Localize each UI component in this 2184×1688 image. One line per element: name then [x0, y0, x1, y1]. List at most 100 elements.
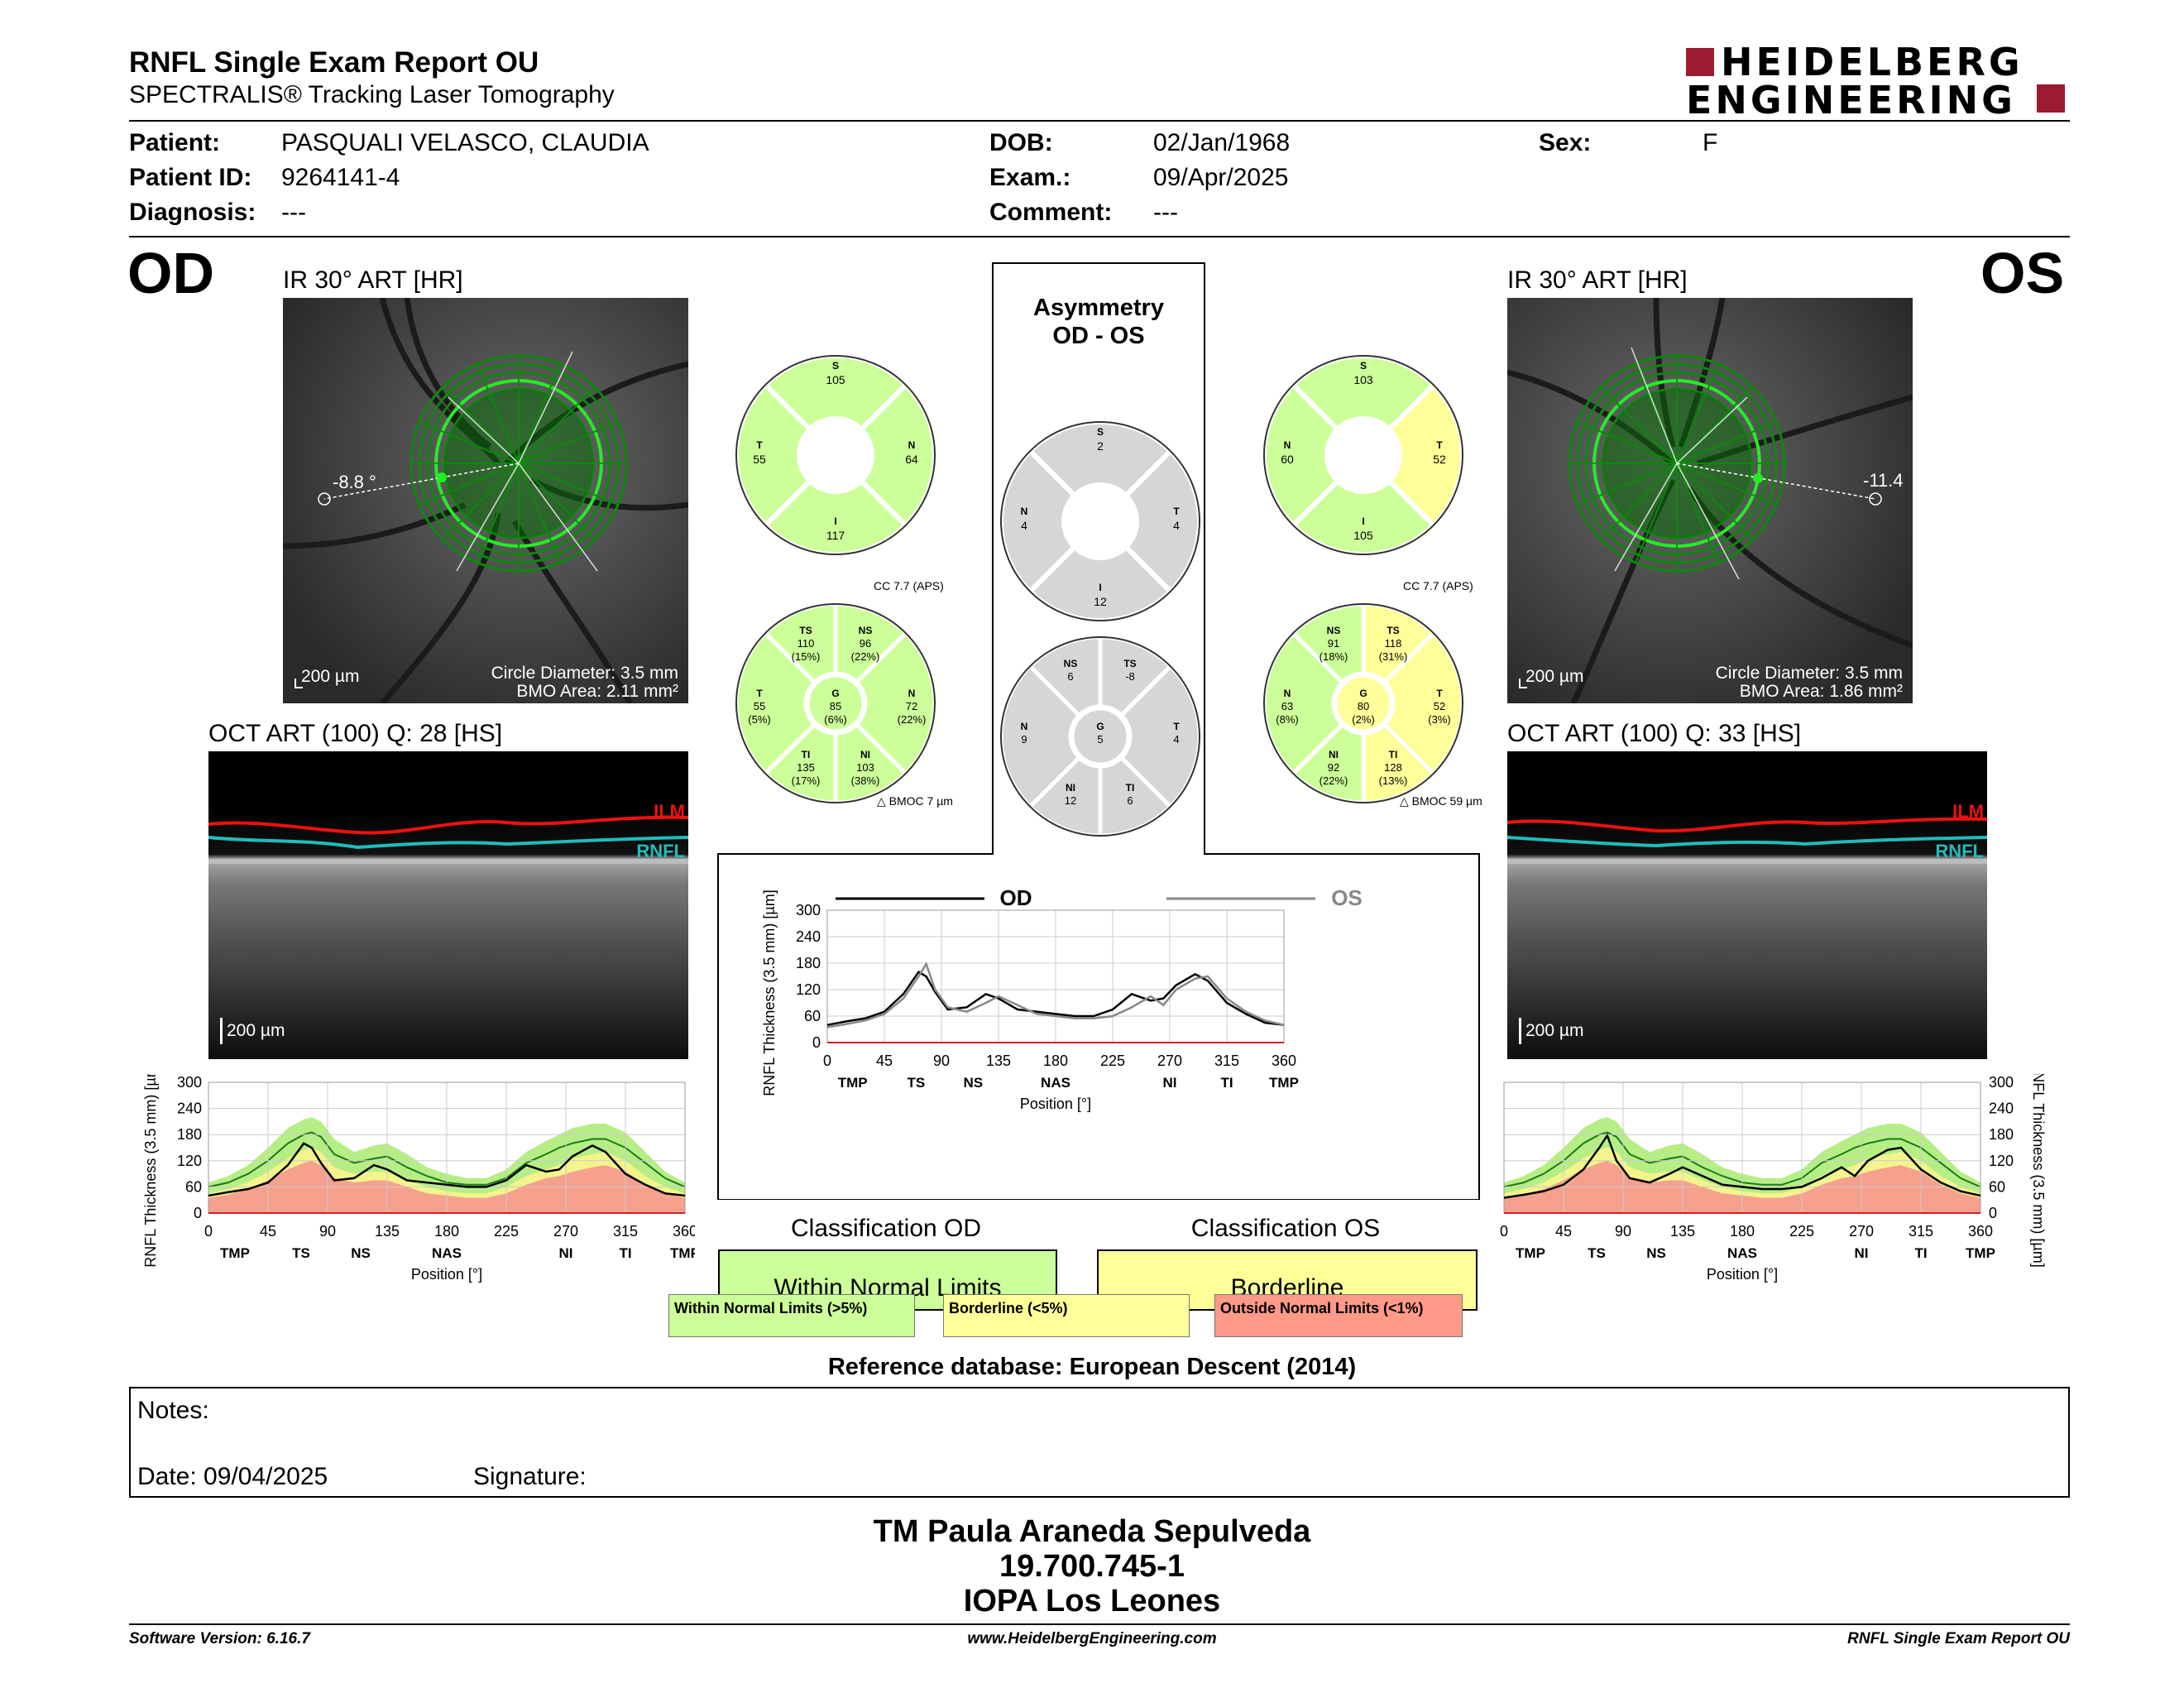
od-sector-value-T: 55 — [754, 700, 765, 712]
asym-sector-outline — [1000, 636, 1200, 837]
od-quadrant-value-T: 55 — [753, 453, 766, 466]
asymmetry-subtitle: OD - OS — [1052, 323, 1145, 349]
sector-label: TMP — [1966, 1245, 1995, 1261]
od-oct-scale-bar — [220, 1018, 223, 1044]
od-sector-pct-NI: (38%) — [851, 774, 880, 787]
asym-quadrant-value-T: 4 — [1173, 519, 1180, 532]
os-rnfl-label: RNFL — [1935, 841, 1984, 861]
os-sector-label-T: T — [1436, 688, 1443, 699]
os-sector-value-T: 52 — [1434, 700, 1445, 712]
legend-borderline-label: Borderline (<5%) — [949, 1300, 1068, 1316]
od-quadrant-value-S: 105 — [826, 373, 845, 386]
report-subtitle: SPECTRALIS® Tracking Laser Tomography — [129, 81, 615, 108]
series-OS — [1503, 1133, 1981, 1199]
notes-date: Date: 09/04/2025 — [137, 1463, 328, 1490]
od-sector-pct-NS: (22%) — [851, 650, 880, 663]
report-title: RNFL Single Exam Report OU — [129, 46, 539, 79]
asymmetry-panel-frame — [717, 262, 1480, 1200]
os-sector-pct-NI: (22%) — [1320, 774, 1348, 787]
x-tick-label: 270 — [1157, 1053, 1182, 1069]
dob-label: DOB: — [989, 129, 1053, 156]
os-classification-title: Classification OS — [1190, 1215, 1381, 1242]
os-quadrant-value-S: 103 — [1353, 373, 1373, 386]
asym-sector-value-N: 9 — [1021, 733, 1027, 746]
x-tick-label: 0 — [1500, 1223, 1508, 1240]
sector-label: NAS — [1727, 1245, 1757, 1261]
os-sector-value-NS: 91 — [1328, 637, 1339, 650]
asym-quadrant-value-I: 12 — [1094, 595, 1107, 608]
os-quadrant-value-T: 52 — [1433, 453, 1446, 466]
asymmetry-title: Asymmetry — [1033, 295, 1164, 321]
legend-wnl-label: Within Normal Limits (>5%) — [674, 1300, 868, 1316]
y-tick-label: 120 — [1989, 1153, 2014, 1169]
x-tick-label: 180 — [1043, 1053, 1068, 1069]
sex-label: Sex: — [1539, 129, 1592, 156]
sector-label: TMP — [220, 1245, 250, 1261]
od-fundus-image: -8.8 ° 200 µm Circle Diameter: 3.5 mm BM… — [283, 298, 688, 703]
legend-os-label: OS — [1331, 885, 1363, 910]
os-sector-pct-TI: (13%) — [1379, 774, 1408, 787]
asym-quadrant-label-S: S — [1097, 426, 1104, 438]
y-tick-label: 120 — [177, 1153, 202, 1169]
od-oct-scale-label: 200 µm — [227, 1021, 285, 1040]
od-quadrant-value-N: 64 — [905, 453, 918, 466]
footer-divider — [129, 1623, 2070, 1625]
heidelberg-logo: HEIDELBERG ENGINEERING — [1686, 40, 2067, 122]
os-quadrant-value-I: 105 — [1353, 529, 1373, 542]
od-sector-value-NI: 103 — [856, 761, 874, 774]
logo-square-bottom — [2037, 84, 2065, 113]
od-quadrant-value-I: 117 — [826, 529, 845, 542]
y-tick-label: 240 — [796, 928, 821, 945]
os-oct-scale-label: 200 µm — [1525, 1021, 1584, 1040]
sector-label: NS — [964, 1075, 984, 1091]
os-sector-outline — [1263, 603, 1463, 803]
os-sector-label-NS: NS — [1327, 625, 1341, 636]
legend-borderline: Borderline (<5%) — [943, 1294, 1190, 1337]
os-sector-label-NI: NI — [1329, 749, 1339, 760]
sector-label: NS — [1646, 1245, 1666, 1261]
od-os-comparison-chart: 0 60 120 180 240 300 0 45 90 135 180 225 270 315 360 TM… — [761, 885, 1363, 1112]
os-sector-label-TS: TS — [1387, 625, 1399, 636]
os-sector-label-N: N — [1284, 688, 1291, 699]
logo-text-line1: HEIDELBERG — [1721, 40, 2024, 84]
x-tick-label: 180 — [434, 1223, 459, 1240]
y-axis-label: RNFL Thickness (3.5 mm) [µm] — [2030, 1074, 2047, 1268]
x-tick-label: 90 — [319, 1223, 336, 1240]
patient-id-label: Patient ID: — [129, 164, 252, 191]
od-sector-pct-TS: (15%) — [792, 650, 821, 663]
y-tick-label: 240 — [177, 1101, 202, 1117]
asym-quadrant-value-N: 4 — [1021, 519, 1027, 532]
os-quadrant-value-N: 60 — [1281, 453, 1294, 466]
header-divider — [129, 120, 2070, 122]
y-tick-label: 180 — [1989, 1126, 2014, 1143]
os-rnfl-profile-chart: 0 60 120 180 240 300 0 45 90 135 180 225 270 315 360 TM… — [1500, 1074, 2047, 1283]
asym-sector-value-TS: -8 — [1125, 670, 1135, 683]
notes-box[interactable]: Notes: Date: 09/04/2025 Signature: — [129, 1387, 2070, 1498]
asym-sector-label-TI: TI — [1126, 782, 1135, 794]
y-tick-label: 180 — [177, 1126, 202, 1143]
website-link[interactable]: www.HeidelbergEngineering.com — [967, 1630, 1217, 1647]
sector-label: NI — [1855, 1245, 1869, 1261]
x-tick-label: 315 — [613, 1223, 638, 1240]
sector-label: TMP — [1269, 1075, 1299, 1091]
x-tick-label: 45 — [876, 1053, 893, 1069]
x-tick-label: 135 — [375, 1223, 400, 1240]
sector-label: NAS — [432, 1245, 462, 1261]
asym-sector-label-TS: TS — [1123, 658, 1136, 669]
os-eye-label: OS — [1980, 241, 2065, 305]
od-scale-label: 200 µm — [301, 667, 360, 686]
os-sector-pct-TS: (31%) — [1379, 650, 1408, 663]
x-tick-label: 90 — [933, 1053, 950, 1069]
od-sector-pct-T: (5%) — [748, 713, 770, 726]
sector-label: TI — [1914, 1245, 1927, 1261]
x-tick-label: 90 — [1615, 1223, 1631, 1240]
od-ir-title: IR 30° ART [HR] — [283, 266, 463, 294]
notes-label: Notes: — [137, 1397, 209, 1424]
sector-label: TS — [292, 1245, 310, 1261]
y-tick-label: 60 — [1989, 1178, 2005, 1195]
asym-sector-label-NI: NI — [1066, 782, 1075, 794]
os-ilm-label: ILM — [1952, 801, 1984, 822]
od-quadrant-label-S: S — [832, 360, 839, 372]
od-sector-value-TI: 135 — [797, 761, 815, 774]
od-bmoc-label: △ BMOC 7 µm — [877, 794, 953, 808]
